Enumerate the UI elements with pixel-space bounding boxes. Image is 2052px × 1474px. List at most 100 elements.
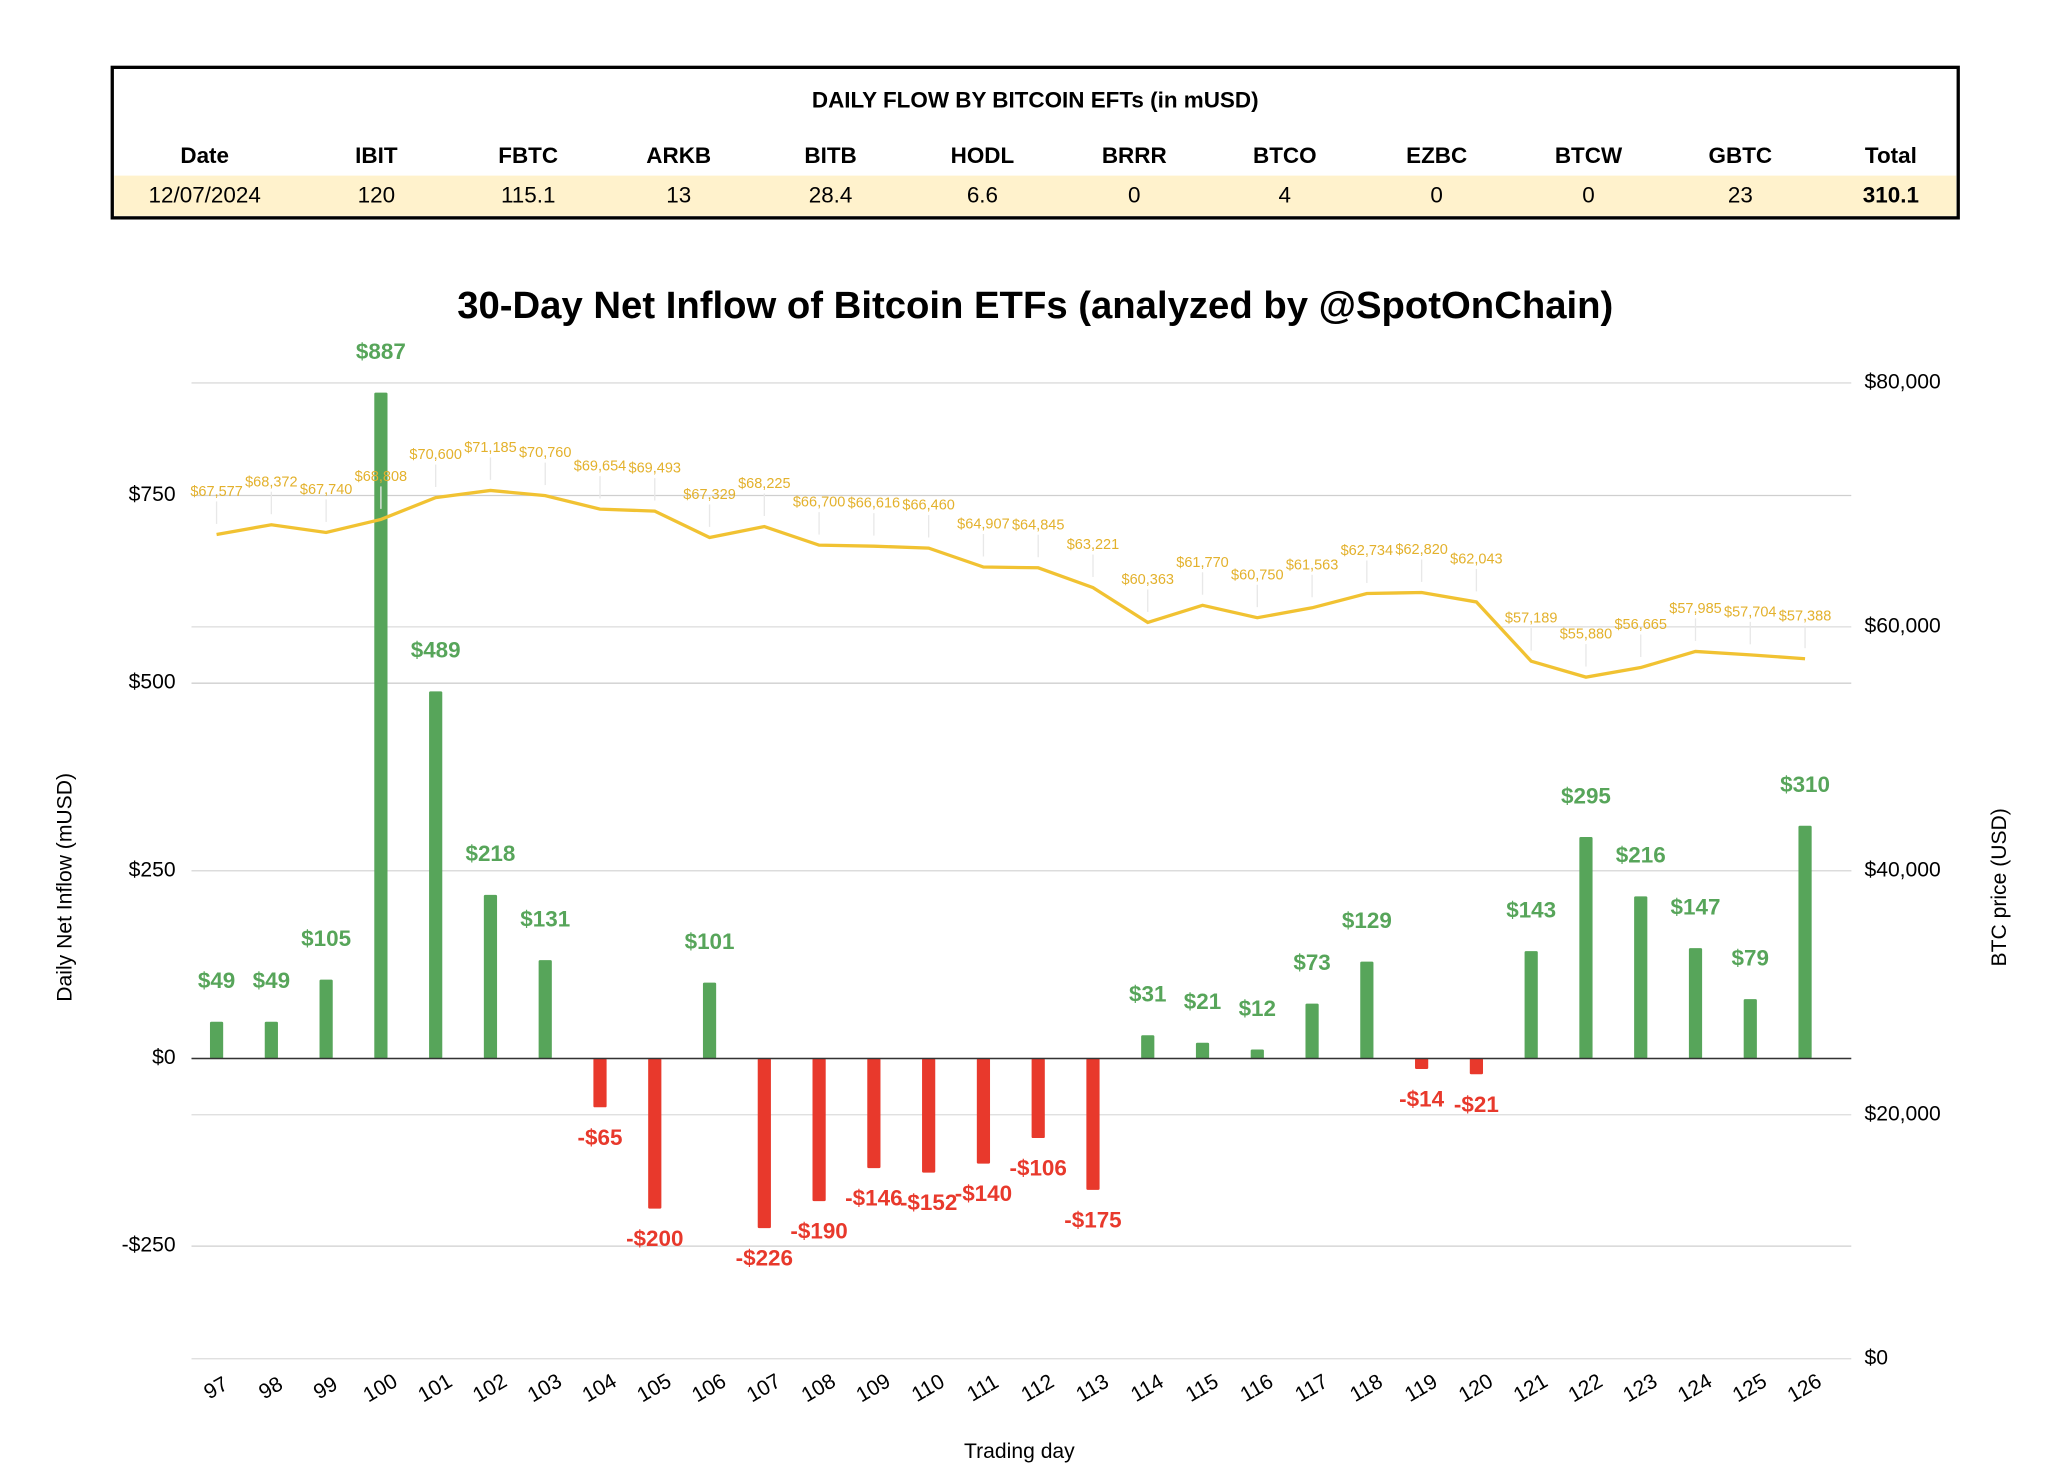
bar [319,979,333,1059]
bar [1195,1042,1210,1059]
line-value-label: $57,704 [1724,604,1776,620]
line-value-label: $62,043 [1450,552,1502,568]
y-tick-label: $0 [152,1046,175,1069]
bar-value-label: $12 [1239,996,1276,1021]
line-value-label: $66,700 [793,495,845,511]
line-value-label: $63,221 [1067,537,1119,553]
y-tick-label: $500 [129,671,176,694]
bar-value-label: $101 [685,929,735,954]
bar [976,1058,991,1164]
bar [1250,1049,1264,1059]
line-value-label: $67,740 [300,482,352,498]
bar-value-label: $489 [411,638,461,663]
table-header: BTCO [1253,143,1317,168]
bar [1086,1058,1100,1190]
line-value-label: $70,600 [409,447,461,463]
table-header: IBIT [355,143,398,168]
y-tick-label: $250 [129,858,176,881]
line-value-label: $67,577 [190,484,242,500]
y-tick-label: $750 [129,483,176,506]
bar-value-label: -$106 [1010,1156,1067,1181]
bar [867,1058,881,1169]
bar-value-label: -$175 [1064,1207,1121,1232]
line-value-label: $68,808 [355,469,407,485]
bar [1360,961,1374,1059]
bar [757,1058,771,1229]
bar [1634,896,1648,1059]
table-cell: 28.4 [809,183,853,208]
table-header: BITB [804,143,856,168]
line-value-label: $57,189 [1505,611,1557,627]
bar [429,691,443,1059]
bar-value-label: $49 [253,968,290,993]
bar [1524,951,1538,1059]
table-header: ARKB [646,143,711,168]
bar [1798,825,1812,1059]
table-cell: 13 [666,183,691,208]
table-header: HODL [951,143,1015,168]
bar [812,1058,826,1202]
bar [1579,837,1593,1059]
bar [1415,1058,1429,1069]
line-value-label: $57,388 [1779,608,1831,624]
y-tick-label: -$250 [122,1234,176,1257]
bar-value-label: $79 [1732,945,1769,970]
line-value-label: $57,985 [1669,601,1721,617]
table-cell: 23 [1728,183,1753,208]
bar [593,1058,607,1108]
line-value-label: $66,616 [848,496,900,512]
bar-value-label: $310 [1780,772,1830,797]
bar-value-label: $49 [198,968,235,993]
y2-tick-label: $60,000 [1864,614,1940,637]
table-header: Total [1865,143,1917,168]
bar-value-label: -$140 [955,1181,1012,1206]
y2-tick-label: $80,000 [1864,371,1940,394]
bar-value-label: $73 [1293,950,1330,975]
line-value-label: $68,225 [738,476,790,492]
table-cell: 310.1 [1863,183,1919,208]
bar-value-label: $143 [1506,897,1556,922]
table-header: BRRR [1102,143,1167,168]
bar [483,894,498,1059]
bar [209,1021,224,1059]
table: Date IBIT FBTC ARKB BITB HODL BRRR BTCO EZBC BTCW… [149,143,1919,208]
bar [1743,999,1757,1059]
table-header: FBTC [498,143,558,168]
line-value-label: $66,460 [902,498,954,514]
bar-value-label: -$65 [578,1125,623,1150]
table-title: DAILY FLOW BY BITCOIN EFTs (in mUSD) [812,88,1259,113]
bar-value-label: $216 [1616,843,1666,868]
y2-tick-label: $0 [1864,1346,1887,1369]
price-line [216,488,1806,679]
line-value-label: $55,880 [1560,627,1612,643]
line-value-label: $70,760 [519,445,571,461]
table-cell: 0 [1582,183,1594,208]
y-axis-title: Daily Net Inflow (mUSD) [54,773,77,1002]
bar-value-label: -$146 [845,1186,902,1211]
bar [264,1021,278,1059]
bar [538,960,552,1059]
table-row-bg [114,175,1957,216]
bar [1469,1058,1484,1075]
table-cell: 120 [358,183,395,208]
line-value-label: $64,845 [1012,517,1064,533]
bar-value-label: $218 [465,841,515,866]
line-value-label: $60,750 [1231,567,1283,583]
line-value-label: $69,493 [629,461,681,477]
line-value-label: $62,734 [1341,543,1393,559]
bar-value-label: $887 [356,339,406,364]
bar [702,982,717,1059]
table-cell: 6.6 [967,183,998,208]
y2-tick-label: $40,000 [1864,858,1940,881]
line-value-label: $61,563 [1286,557,1338,573]
table-cell: 12/07/2024 [149,183,261,208]
line-value-label: $56,665 [1614,617,1666,633]
bar-value-label: $105 [301,926,351,951]
bar [648,1058,662,1209]
bar-value-label: $31 [1129,982,1166,1007]
x-axis-title: Trading day [964,1440,1075,1463]
bar-value-label: $295 [1561,783,1611,808]
bar [1688,948,1703,1059]
